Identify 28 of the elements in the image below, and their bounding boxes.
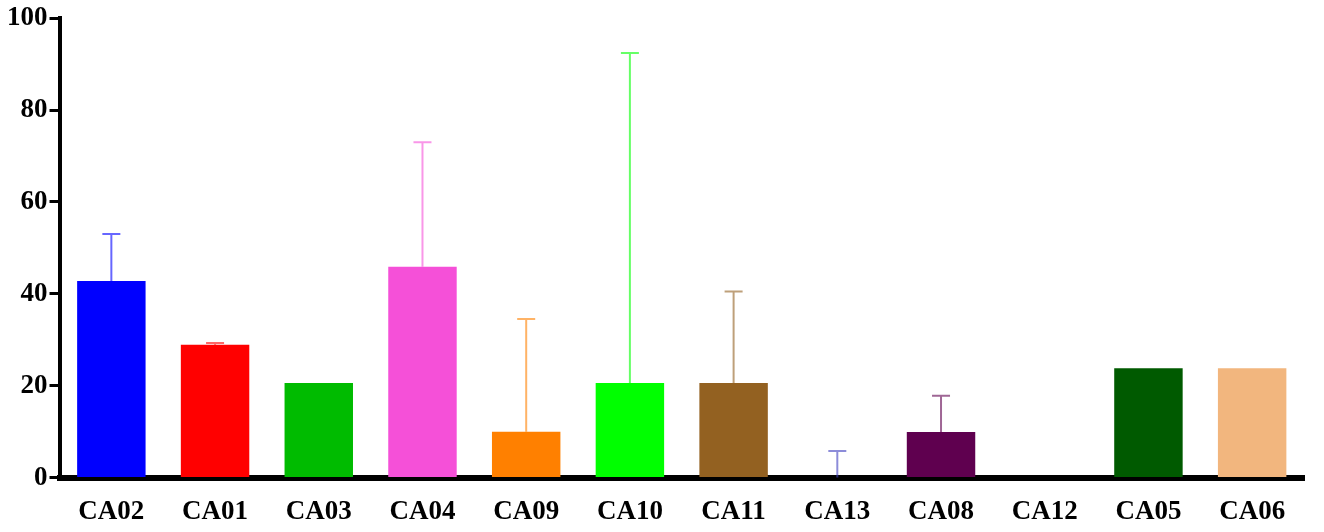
x-tick-label: CA13 (804, 494, 871, 525)
x-tick-label: CA11 (701, 494, 766, 525)
x-tick-label: CA12 (1011, 494, 1078, 525)
bar (77, 280, 146, 478)
bar (595, 382, 665, 478)
y-tick-label: 0 (34, 460, 48, 491)
x-tick-label: CA10 (596, 494, 663, 525)
x-tick-label: CA09 (493, 494, 560, 525)
y-tick-label: 80 (20, 93, 48, 124)
y-tick-label: 60 (20, 184, 48, 215)
bar (699, 382, 768, 478)
bar (1217, 368, 1287, 478)
x-tick-label: CA01 (182, 494, 249, 525)
bar (180, 344, 250, 478)
x-tick-label: CA03 (285, 494, 352, 525)
y-tick-label: 100 (7, 1, 48, 32)
x-tick-label: CA02 (78, 494, 145, 525)
x-tick-label: CA06 (1219, 494, 1286, 525)
x-tick-label: CA05 (1115, 494, 1182, 525)
bar (388, 266, 457, 478)
bar (491, 431, 561, 478)
x-tick-label: CA08 (908, 494, 975, 525)
bar (906, 432, 976, 478)
y-tick-label: 20 (20, 368, 48, 399)
x-tick-label: CA04 (389, 494, 456, 525)
bar (1114, 368, 1183, 478)
bar (284, 382, 353, 478)
y-tick-label: 40 (20, 276, 48, 307)
